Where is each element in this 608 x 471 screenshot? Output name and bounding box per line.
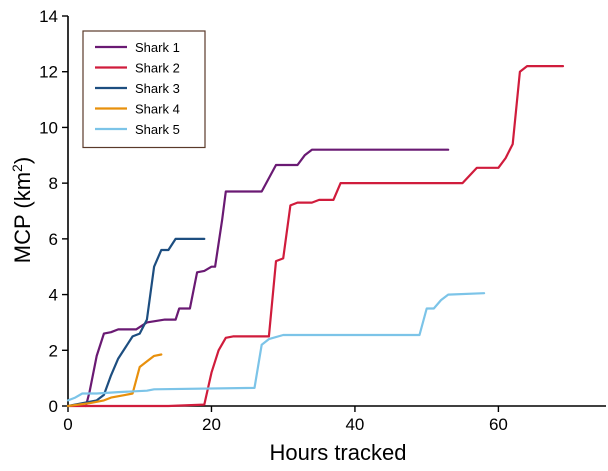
y-tick-label: 4 — [49, 286, 58, 305]
legend-label: Shark 4 — [135, 102, 180, 117]
series-line-shark-1 — [84, 148, 450, 408]
x-axis-label: Hours tracked — [270, 440, 407, 465]
y-tick-label: 8 — [49, 174, 58, 193]
y-tick-label: 10 — [39, 118, 58, 137]
y-axis-label: MCP (km2) — [9, 157, 35, 263]
series-line-shark-4 — [66, 353, 163, 408]
series-lines — [66, 65, 565, 408]
y-tick-label: 6 — [49, 230, 58, 249]
y-tick-label: 14 — [39, 7, 58, 26]
y-tick-label: 12 — [39, 63, 58, 82]
legend-label: Shark 5 — [135, 122, 180, 137]
legend-label: Shark 1 — [135, 40, 180, 55]
axes: 0 2 4 6 8 10 12 14 0 20 40 60 — [39, 7, 606, 434]
legend: Shark 1 Shark 2 Shark 3 Shark 4 Shark 5 — [82, 30, 206, 149]
series-line-shark-3 — [66, 237, 206, 408]
legend-label: Shark 2 — [135, 61, 180, 76]
x-tick-label: 20 — [202, 415, 221, 434]
y-tick-label: 2 — [49, 341, 58, 360]
series-line-shark-2 — [66, 65, 565, 408]
legend-label: Shark 3 — [135, 81, 180, 96]
x-tick-label: 60 — [489, 415, 508, 434]
series-line-shark-5 — [66, 292, 486, 402]
y-tick-label: 0 — [49, 397, 58, 416]
x-tick-label: 40 — [345, 415, 364, 434]
x-tick-label: 0 — [63, 415, 72, 434]
